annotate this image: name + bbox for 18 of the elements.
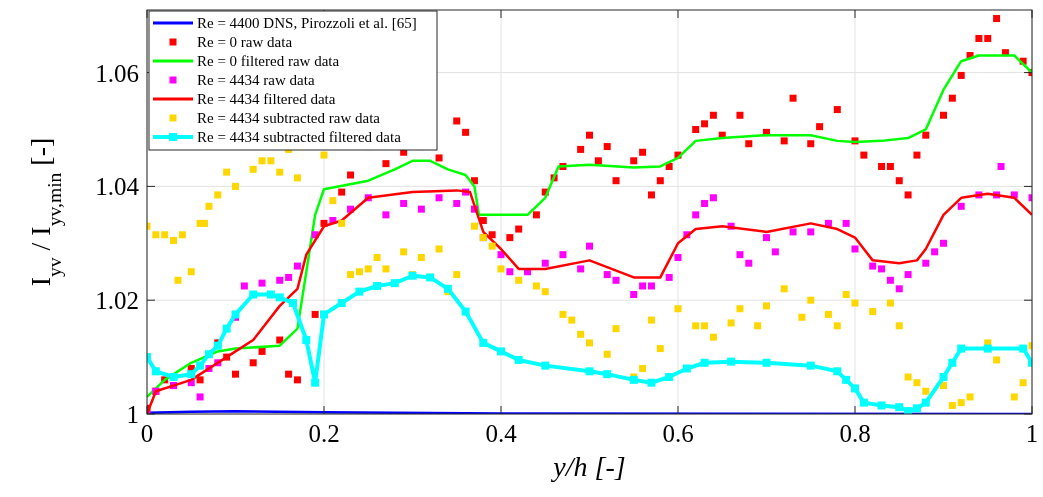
legend-label: Re = 0 raw data — [197, 34, 293, 50]
legend-label: Re = 4434 subtracted filtered data — [197, 129, 402, 145]
x-tick-label: 0 — [140, 420, 154, 447]
x-tick-label: 0.8 — [839, 420, 871, 447]
legend-label: Re = 4434 subtracted raw data — [197, 110, 381, 126]
y-tick-label: 1.02 — [95, 287, 139, 315]
x-tick-label: 1 — [1025, 420, 1039, 447]
legend-label: Re = 4400 DNS, Pirozzoli et al. [65] — [197, 15, 417, 31]
x-tick-label: 0.2 — [308, 420, 340, 447]
x-tick-label: 0.6 — [662, 420, 694, 447]
legend-label: Re = 0 filtered raw data — [197, 53, 340, 69]
x-axis-title: y/h [-] — [550, 451, 626, 482]
legend-label: Re = 4434 raw data — [197, 72, 315, 88]
y-tick-label: 1.06 — [95, 59, 139, 87]
legend-label: Re = 4434 filtered data — [197, 91, 336, 107]
x-tick-label: 0.4 — [485, 420, 518, 447]
y-tick-label: 1.04 — [95, 173, 140, 201]
y-tick-label: 1 — [126, 401, 139, 428]
